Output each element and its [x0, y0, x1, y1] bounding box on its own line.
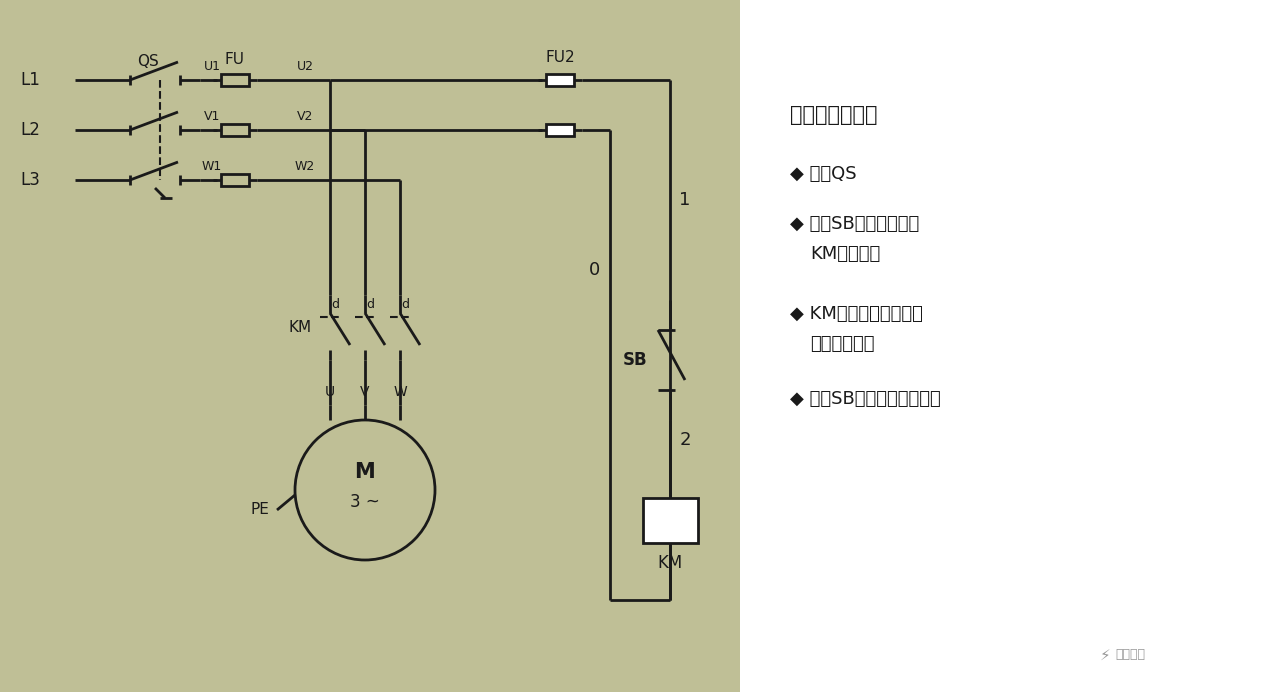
Bar [546, 124, 573, 136]
Text: W2: W2 [295, 161, 315, 174]
Text: 0: 0 [590, 261, 600, 279]
Text: 接通电机启动: 接通电机启动 [810, 335, 875, 353]
Text: ◆ 松开SB电路失电电机停止: ◆ 松开SB电路失电电机停止 [790, 390, 941, 408]
Text: L2: L2 [20, 121, 41, 139]
Text: U2: U2 [296, 60, 314, 73]
Text: FU2: FU2 [546, 51, 575, 66]
Text: d: d [401, 298, 409, 311]
Text: ◆ 闭合QS: ◆ 闭合QS [790, 165, 857, 183]
Text: ◆ 按住SB控制电路闭合: ◆ 按住SB控制电路闭合 [790, 215, 919, 233]
Text: 工作过程分析：: 工作过程分析： [790, 105, 877, 125]
Text: U1: U1 [204, 60, 220, 73]
Text: KM线圈得电: KM线圈得电 [810, 245, 880, 263]
Text: SB: SB [623, 351, 647, 369]
Text: 2: 2 [680, 431, 691, 449]
Bar [222, 174, 249, 186]
Text: 1: 1 [680, 191, 691, 209]
Text: ⚡: ⚡ [1100, 648, 1110, 662]
Text: W1: W1 [201, 161, 222, 174]
Bar [546, 74, 573, 86]
Text: U: U [325, 385, 335, 399]
Text: V2: V2 [296, 111, 313, 123]
Text: V: V [361, 385, 370, 399]
Text: L1: L1 [20, 71, 41, 89]
Text: 3 ~: 3 ~ [351, 493, 380, 511]
Text: ◆ KM主触点闭合主线路: ◆ KM主触点闭合主线路 [790, 305, 923, 323]
Text: V1: V1 [204, 111, 220, 123]
Bar [222, 74, 249, 86]
Circle shape [295, 420, 436, 560]
Text: d: d [330, 298, 339, 311]
Text: d: d [366, 298, 373, 311]
Text: FU: FU [225, 53, 246, 68]
Text: 电工天下: 电工天下 [1115, 648, 1144, 662]
Text: W: W [394, 385, 406, 399]
Text: L3: L3 [20, 171, 41, 189]
Text: PE: PE [251, 502, 270, 518]
Bar [0, 0, 741, 692]
Text: QS: QS [137, 55, 158, 69]
Text: M: M [354, 462, 376, 482]
Text: KM: KM [657, 554, 682, 572]
Bar [643, 498, 698, 543]
Text: KM: KM [289, 320, 311, 335]
Bar [222, 124, 249, 136]
